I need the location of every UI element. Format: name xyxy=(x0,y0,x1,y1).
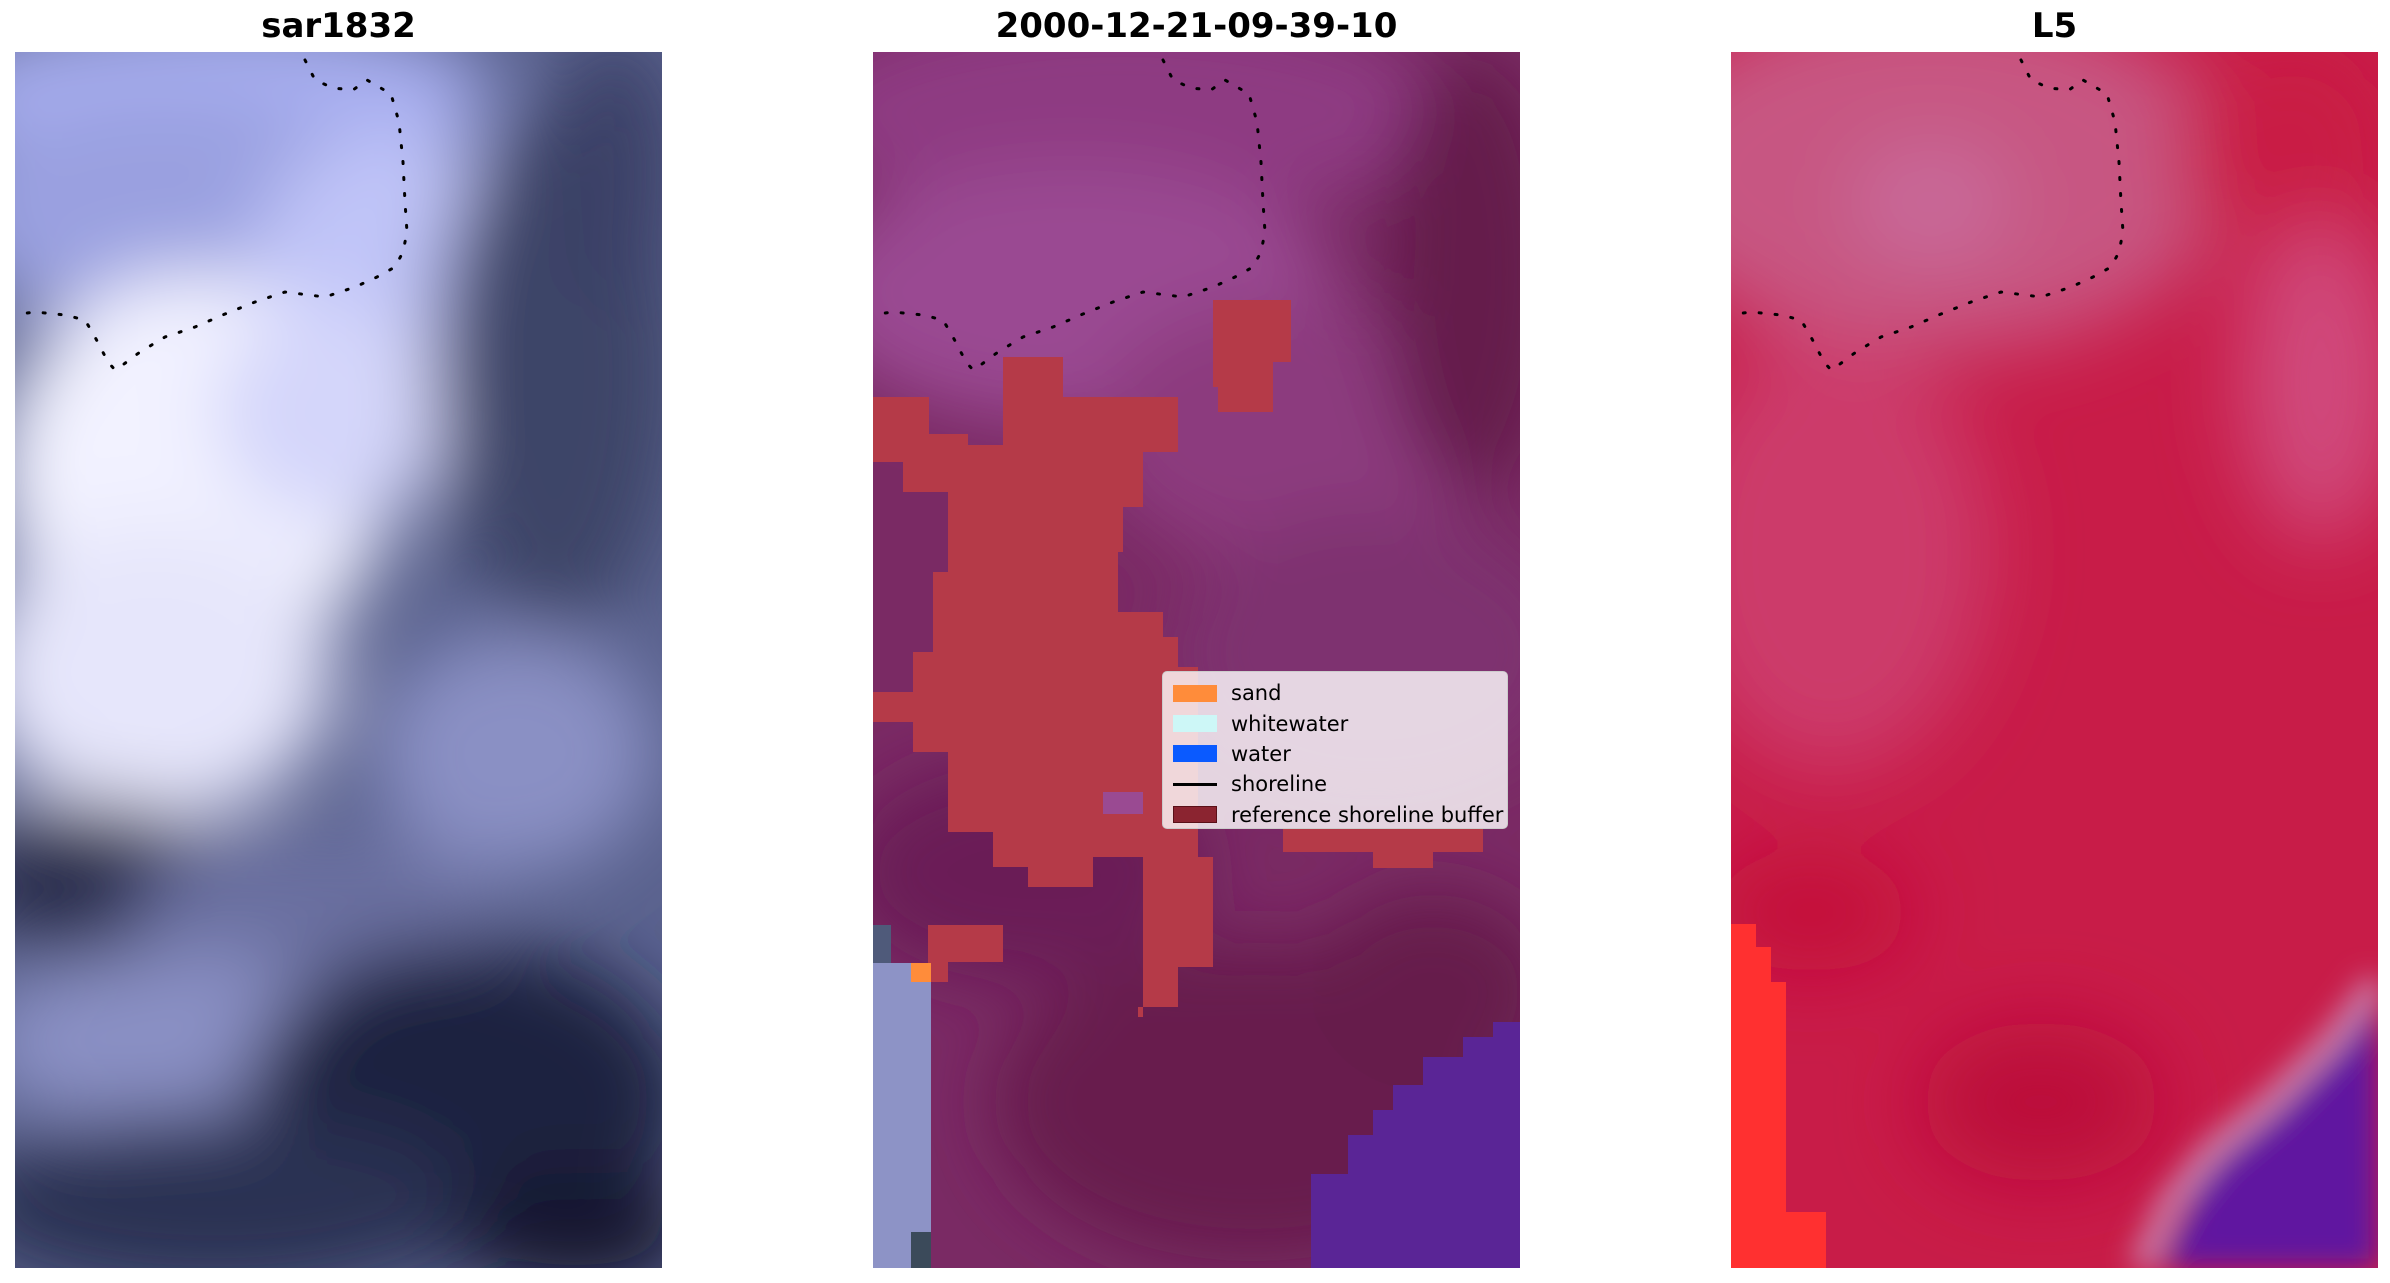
image-panel-l5 xyxy=(1731,52,2378,1268)
l5-image xyxy=(1731,52,2378,1268)
sand-pixel xyxy=(911,963,931,982)
shoreline-path-l5 xyxy=(1734,58,2125,372)
shoreline-path-classification xyxy=(876,58,1267,372)
panel-title-l5: L5 xyxy=(2031,6,2078,46)
legend-label: whitewater xyxy=(1231,711,1349,736)
reference-shoreline-buffer xyxy=(873,300,1483,1017)
legend-label: reference shoreline buffer xyxy=(1231,802,1504,827)
legend-item-whitewater: whitewater xyxy=(1173,708,1497,738)
buffer-swatch xyxy=(1173,806,1217,824)
panel-title-sar: sar1832 xyxy=(261,6,416,46)
water-swatch xyxy=(1173,745,1217,763)
image-panel-classification xyxy=(873,52,1520,1268)
legend-item-buffer: reference shoreline buffer xyxy=(1173,800,1503,830)
shoreline-line-swatch xyxy=(1173,776,1217,793)
panel-title-classification: 2000-12-21-09-39-10 xyxy=(995,6,1398,46)
image-panel-sar xyxy=(15,52,662,1268)
sand-swatch xyxy=(1173,684,1217,702)
legend: sand whitewater water shoreline referenc… xyxy=(1162,671,1508,829)
sar-image xyxy=(15,52,662,1268)
legend-item-water: water xyxy=(1173,739,1497,769)
legend-item-sand: sand xyxy=(1173,678,1497,708)
legend-label: shoreline xyxy=(1231,772,1328,797)
whitewater-swatch xyxy=(1173,715,1217,733)
classification-image xyxy=(873,52,1520,1268)
legend-item-shoreline: shoreline xyxy=(1173,769,1497,799)
legend-label: water xyxy=(1231,741,1291,766)
shoreline-path-sar xyxy=(18,58,409,372)
legend-label: sand xyxy=(1231,681,1282,706)
